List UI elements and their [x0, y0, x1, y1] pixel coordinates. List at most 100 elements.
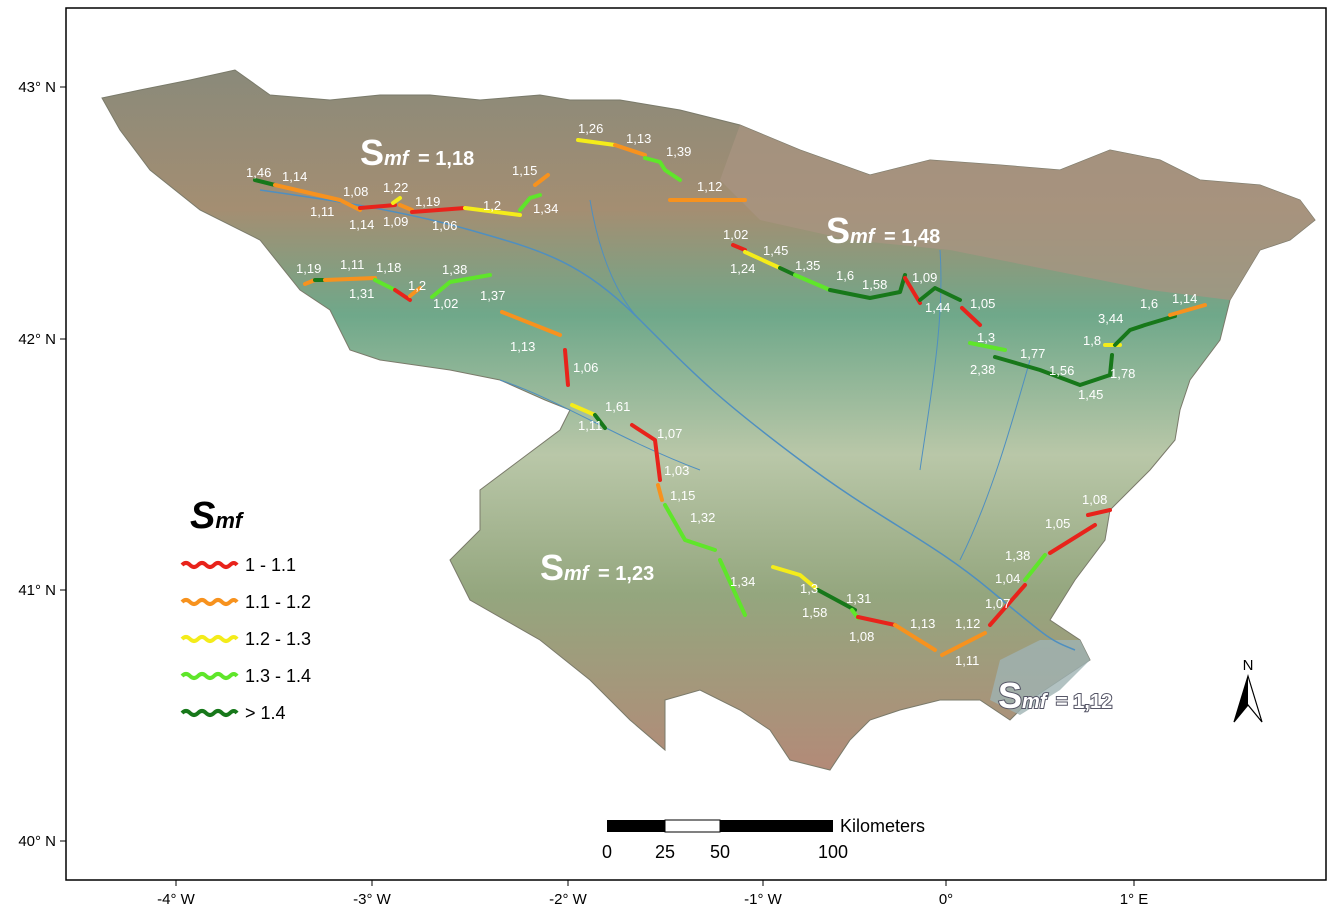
river-segment	[903, 276, 922, 305]
river-segment	[993, 353, 1114, 387]
segment-label: 1,09	[912, 270, 937, 285]
segment-label: 2,38	[970, 362, 995, 377]
region-smf-label: Smf = 1,48	[826, 210, 940, 251]
river-segment	[1168, 303, 1207, 317]
segment-label: 1,08	[343, 184, 368, 199]
segment-label: 1,2	[483, 198, 501, 213]
river-segment	[988, 583, 1027, 627]
lat-tick-label: 42° N	[18, 331, 56, 348]
river-segments	[253, 138, 1207, 657]
segment-label: 1,13	[510, 339, 535, 354]
segment-label: 1,38	[442, 262, 467, 277]
river	[499, 199, 1031, 561]
pyrenees-relief	[720, 125, 1315, 300]
scale-label: 50	[710, 842, 730, 862]
segment-label: 1,19	[296, 261, 321, 276]
river-segment	[960, 306, 982, 327]
river-segment	[593, 413, 607, 430]
legend: Smf 1 - 1.1 1.1 - 1.2 1.2 - 1.3 1.3 - 1.4 > …	[180, 495, 311, 723]
river-segment	[563, 348, 570, 387]
river-segment	[828, 273, 907, 300]
segment-label: 1,04	[995, 571, 1020, 586]
segment-label: 1,46	[246, 165, 271, 180]
river-segment	[856, 615, 897, 627]
segment-label: 1,44	[925, 300, 950, 315]
segment-label: 1,15	[670, 488, 695, 503]
segment-label: 1,06	[432, 218, 457, 233]
segment-label: 1,08	[1082, 492, 1107, 507]
lon-tick-label: -2° W	[549, 891, 588, 908]
scale-label: 0	[602, 842, 612, 862]
legend-label: > 1.4	[245, 703, 286, 723]
segment-label: 1,14	[349, 217, 374, 232]
segment-label: 1,6	[836, 268, 854, 283]
river-segment	[968, 341, 1007, 352]
north-arrow-label: N	[1243, 657, 1254, 674]
river-segment	[630, 423, 662, 482]
river-segment	[1113, 314, 1177, 347]
river-segment	[570, 403, 597, 417]
segment-label: 1,58	[802, 605, 827, 620]
river-segment	[743, 250, 782, 270]
segment-label: 1,07	[985, 596, 1010, 611]
segment-label: 3,44	[1098, 311, 1123, 326]
legend-label: 1 - 1.1	[245, 555, 296, 575]
lon-tick-label: -4° W	[157, 891, 196, 908]
region-labels: Smf = 1,18 Smf = 1,48 Smf = 1,23 Smf = 1,12	[360, 132, 1113, 717]
segment-label: 1,32	[690, 510, 715, 525]
segment-label: 1,2	[408, 278, 426, 293]
river-segment	[771, 565, 820, 592]
legend-swatch	[180, 672, 239, 680]
river-segment	[576, 138, 617, 147]
river-segment	[408, 286, 422, 298]
north-arrow: N	[1233, 657, 1263, 723]
segment-label: 1,56	[1049, 363, 1074, 378]
region-smf-label: Smf = 1,18	[360, 132, 474, 173]
segment-label: 1,35	[795, 258, 820, 273]
segment-label: 1,3	[977, 330, 995, 345]
legend-swatch	[180, 709, 239, 717]
segment-label: 1,26	[578, 121, 603, 136]
segment-label: 1,08	[849, 629, 874, 644]
segment-label: 1,31	[349, 286, 374, 301]
legend-title: Smf	[190, 495, 245, 537]
segment-label: 1,12	[955, 616, 980, 631]
segment-label: 1,61	[605, 399, 630, 414]
segment-label: 1,15	[512, 163, 537, 178]
river-segment	[463, 206, 522, 217]
segment-label: 1,11	[340, 257, 364, 272]
segment-label: 1,8	[1083, 333, 1101, 348]
segment-label: 1,11	[310, 204, 334, 219]
segment-label: 1,38	[1005, 548, 1030, 563]
river-segment	[253, 178, 277, 187]
segment-label: 1,22	[383, 180, 408, 195]
segment-labels: 1,46 1,14 1,08 1,22 1,19 1,15 1,11 1,14 1,09 1,06…	[246, 121, 1197, 668]
lon-tick-label: -1° W	[744, 891, 783, 908]
segment-label: 1,14	[282, 169, 307, 184]
river-segment	[1023, 553, 1047, 582]
segment-label: 1,11	[955, 653, 979, 668]
lat-tick-label: 43° N	[18, 79, 56, 96]
region-smf-label: Smf = 1,12	[998, 675, 1112, 716]
segment-label: 1,06	[573, 360, 598, 375]
segment-label: 1,09	[383, 214, 408, 229]
segment-label: 1,12	[697, 179, 722, 194]
river-segment	[663, 503, 717, 552]
lat-tick-label: 40° N	[18, 833, 56, 850]
legend-label: 1.1 - 1.2	[245, 592, 311, 612]
river-segment	[393, 288, 412, 302]
segment-label: 1,3	[800, 581, 818, 596]
segment-label: 1,34	[730, 574, 755, 589]
river-segment	[410, 206, 467, 214]
segment-label: 1,13	[626, 131, 651, 146]
ebro-river	[259, 189, 1076, 651]
segment-label: 1,78	[1110, 366, 1135, 381]
segment-label: 1,18	[376, 260, 401, 275]
lon-tick-label: 0°	[939, 891, 953, 908]
river-segment	[391, 196, 402, 205]
river-segment	[613, 143, 647, 157]
legend-label: 1.2 - 1.3	[245, 629, 311, 649]
segment-label: 1,45	[763, 243, 788, 258]
segment-label: 1,02	[433, 296, 458, 311]
river-segment	[358, 203, 397, 210]
